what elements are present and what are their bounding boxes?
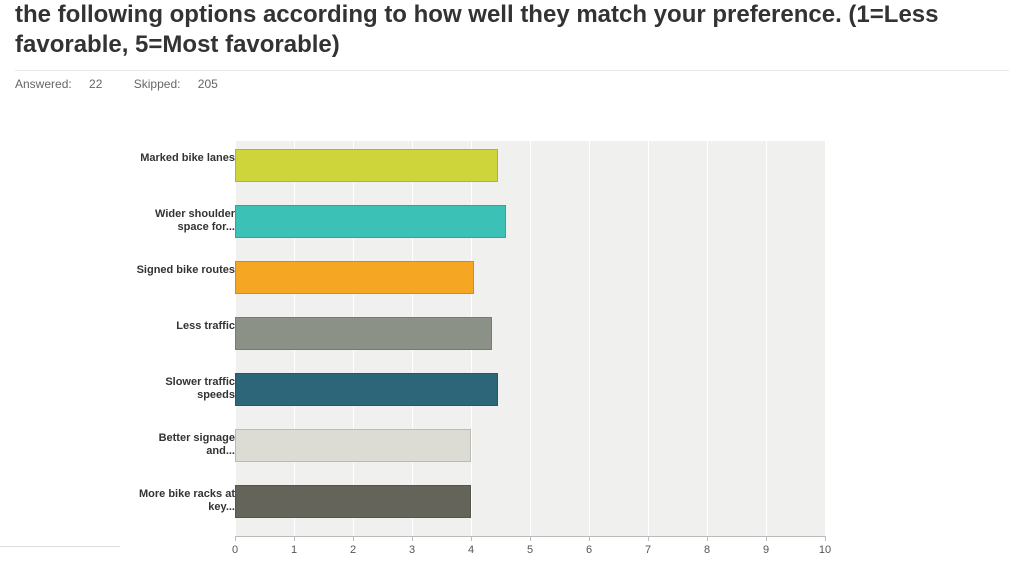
x-axis-label: 9: [763, 544, 769, 556]
chart-y-label: Signed bike routes: [135, 264, 235, 277]
chart-bar: [235, 485, 471, 518]
x-axis-label: 6: [586, 544, 592, 556]
chart-gridline: [530, 141, 531, 536]
chart-bar: [235, 261, 474, 294]
chart-bar: [235, 373, 498, 406]
chart-bar: [235, 317, 492, 350]
x-axis-tick: [707, 536, 708, 541]
x-axis-tick: [353, 536, 354, 541]
x-axis-tick: [530, 536, 531, 541]
x-axis-tick: [294, 536, 295, 541]
x-axis-label: 7: [645, 544, 651, 556]
ranking-chart: 0 1 2 3 4 5 6 7 8 9 10 Marked bike lanes Wider shou…: [135, 141, 835, 561]
chart-bar: [235, 205, 506, 238]
x-axis-label: 10: [819, 544, 831, 556]
chart-bar: [235, 429, 471, 462]
skipped-label: Skipped:: [134, 77, 181, 91]
chart-x-axis: 012345678910: [235, 536, 825, 560]
chart-y-label: Slower traffic speeds: [135, 376, 235, 401]
x-axis-label: 0: [232, 544, 238, 556]
x-axis-label: 3: [409, 544, 415, 556]
x-axis-tick: [235, 536, 236, 541]
chart-y-label: Wider shoulder space for...: [135, 208, 235, 233]
response-meta: Answered: 22 Skipped: 205: [15, 71, 1009, 91]
chart-gridline: [707, 141, 708, 536]
x-axis-tick: [412, 536, 413, 541]
chart-gridline: [825, 141, 826, 536]
x-axis-tick: [648, 536, 649, 541]
chart-gridline: [648, 141, 649, 536]
x-axis-label: 4: [468, 544, 474, 556]
x-axis-tick: [471, 536, 472, 541]
answered-value: 22: [89, 77, 102, 91]
chart-bar: [235, 149, 498, 182]
skipped-value: 205: [198, 77, 218, 91]
chart-gridline: [766, 141, 767, 536]
chart-plot-area: [235, 141, 825, 536]
footer-divider: [0, 546, 120, 547]
chart-y-label: Marked bike lanes: [135, 152, 235, 165]
answered-label: Answered:: [15, 77, 72, 91]
question-title: the following options according to how w…: [15, 0, 1009, 71]
chart-y-label: More bike racks at key...: [135, 488, 235, 513]
chart-y-label: Less traffic: [135, 320, 235, 333]
x-axis-label: 1: [291, 544, 297, 556]
x-axis-tick: [825, 536, 826, 541]
x-axis-label: 8: [704, 544, 710, 556]
chart-gridline: [589, 141, 590, 536]
chart-y-label: Better signage and...: [135, 432, 235, 457]
x-axis-label: 2: [350, 544, 356, 556]
x-axis-label: 5: [527, 544, 533, 556]
x-axis-tick: [766, 536, 767, 541]
x-axis-tick: [589, 536, 590, 541]
